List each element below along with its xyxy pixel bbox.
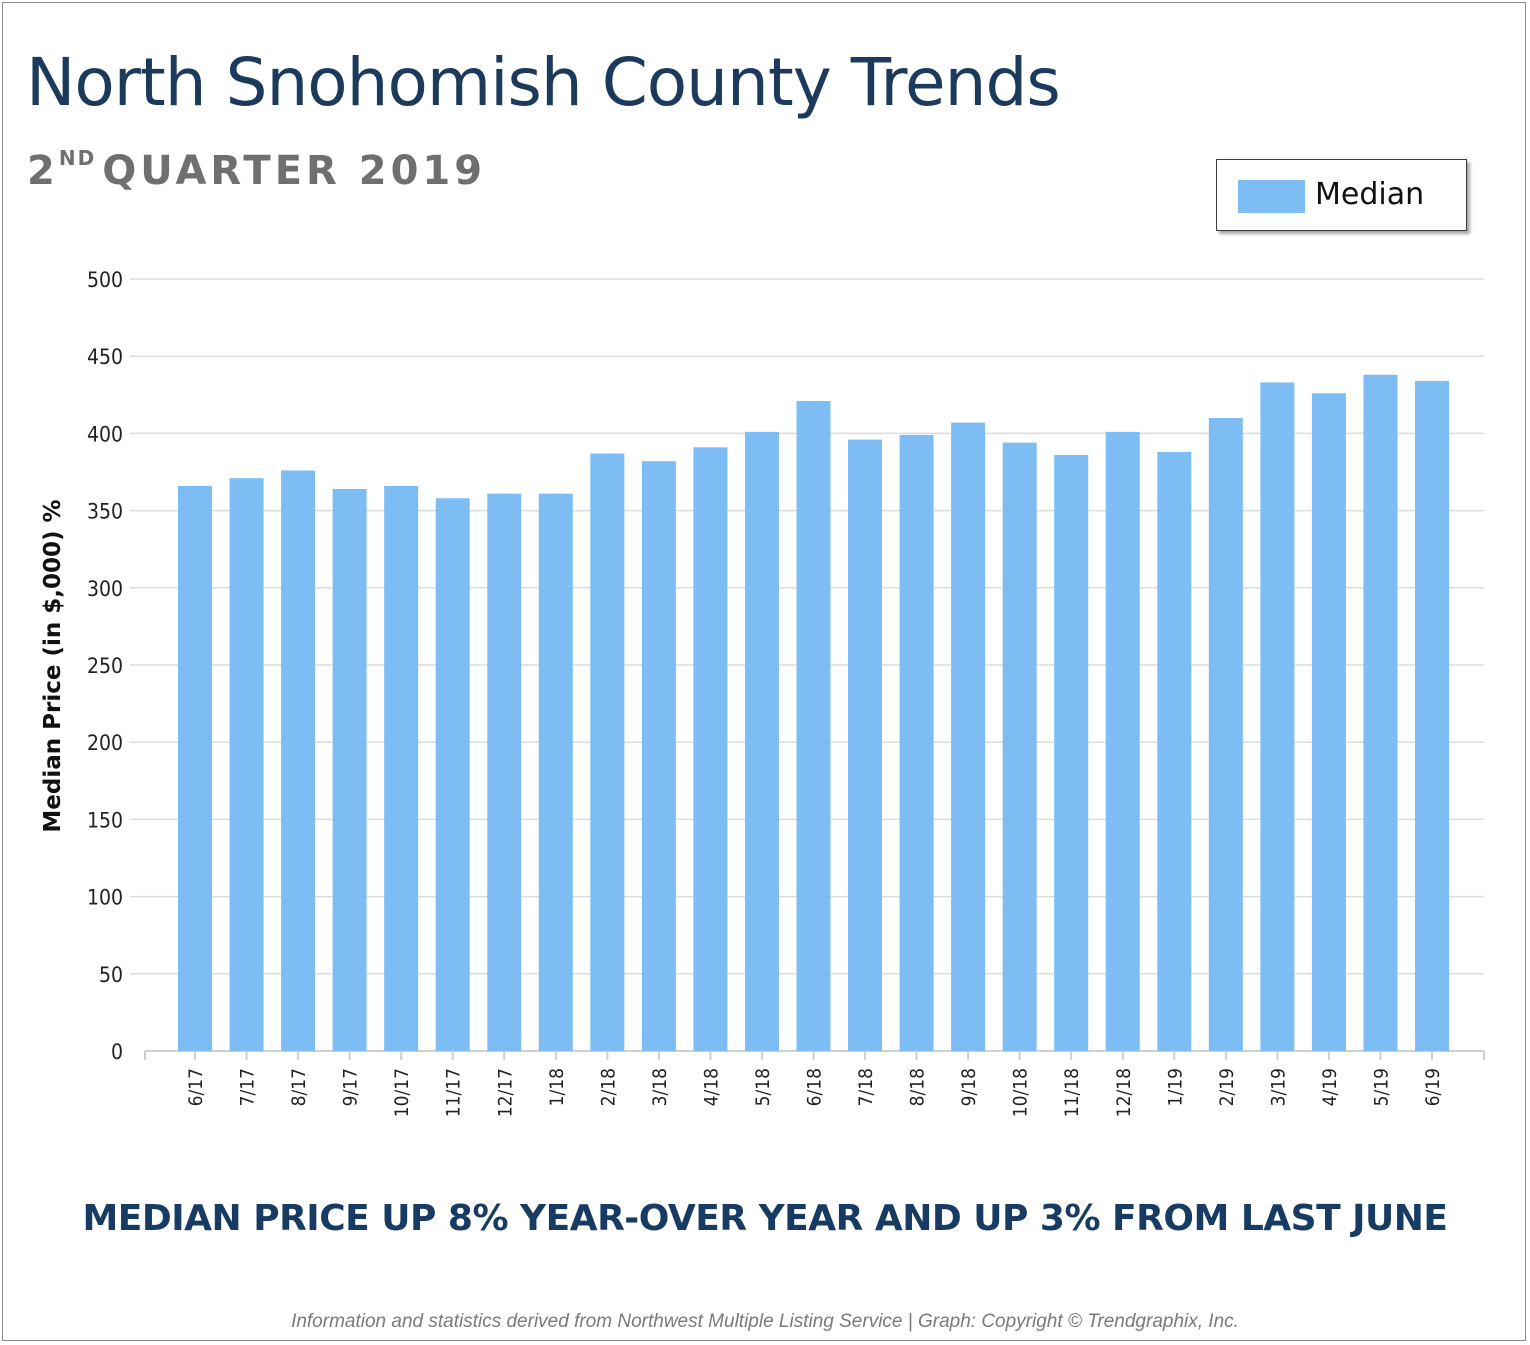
bar-median [951,422,986,1051]
bar-median [1260,382,1295,1051]
x-tick-label: 12/18 [1113,1068,1135,1117]
y-tick-label: 100 [87,886,123,910]
y-tick-label: 0 [111,1040,123,1064]
x-tick-label: 4/19 [1319,1068,1341,1106]
y-tick-label: 350 [87,500,123,524]
x-tick-label: 6/18 [804,1068,826,1106]
bar-median [848,439,883,1051]
y-tick-label: 200 [87,731,123,755]
bar-median [384,485,419,1051]
x-tick-label: 9/17 [340,1068,362,1106]
subtitle-suffix: ND [58,146,97,170]
bar-median [1157,451,1192,1052]
x-tick-label: 6/17 [185,1068,207,1106]
y-tick-label: 50 [99,963,123,987]
bar-median [281,470,316,1051]
x-tick-label: 7/18 [855,1068,877,1106]
bar-median [1002,442,1037,1051]
x-tick-label: 5/19 [1370,1068,1392,1106]
y-tick-label: 400 [87,422,123,446]
y-tick-label: 150 [87,808,123,832]
bar-median [693,447,728,1051]
bar-median [487,493,522,1052]
legend-swatch-median [1238,180,1305,213]
bar-median [1105,431,1140,1052]
chart-legend: Median [1216,159,1467,231]
page-subtitle: 2ND QUARTER 2019 [27,146,486,194]
bar-median [332,488,367,1051]
bar-median [538,493,573,1052]
bar-median [1208,417,1243,1052]
x-tick-label: 3/19 [1267,1068,1289,1106]
x-tick-label: 4/18 [700,1068,722,1106]
subtitle-rest: QUARTER 2019 [102,148,487,194]
x-tick-label: 2/18 [597,1068,619,1106]
y-axis-title: Median Price (in $,000) % [40,499,66,832]
summary-headline: MEDIAN PRICE UP 8% YEAR-OVER YEAR AND UP… [82,1198,1448,1239]
y-tick-label: 500 [87,268,123,292]
subtitle-number: 2 [27,148,59,194]
x-tick-label: 11/17 [443,1068,465,1117]
x-tick-label: 6/19 [1422,1068,1444,1106]
y-tick-label: 300 [87,577,123,601]
bar-median [899,434,934,1052]
x-tick-label: 9/18 [958,1068,980,1106]
bar-median [178,485,212,1051]
y-tick-label: 250 [87,654,123,678]
x-tick-label: 1/19 [1164,1068,1186,1106]
legend-label-median: Median [1315,177,1425,212]
x-tick-label: 7/17 [237,1068,259,1106]
x-tick-label: 8/17 [288,1068,310,1106]
x-tick-label: 2/19 [1216,1068,1238,1106]
x-tick-label: 3/18 [649,1068,671,1106]
bar-median [1311,393,1346,1052]
x-tick-label: 5/18 [752,1068,774,1106]
bar-median [744,431,779,1052]
x-tick-label: 10/17 [391,1068,413,1117]
x-tick-label: 8/18 [907,1068,929,1106]
bar-median [435,498,470,1051]
bar-median [1363,374,1398,1051]
y-tick-label: 450 [87,345,123,369]
bar-median [590,453,625,1051]
page-title: North Snohomish County Trends [26,44,1061,121]
x-tick-label: 1/18 [546,1068,568,1106]
bar-median [1415,380,1449,1051]
bar-median [641,461,676,1051]
bar-median [796,400,831,1051]
source-footer: Information and statistics derived from … [291,1311,1239,1332]
x-tick-label: 12/17 [494,1068,516,1117]
x-tick-label: 11/18 [1061,1068,1083,1117]
bar-median [1054,455,1089,1051]
x-tick-label: 10/18 [1010,1068,1032,1117]
bar-median [229,478,264,1051]
